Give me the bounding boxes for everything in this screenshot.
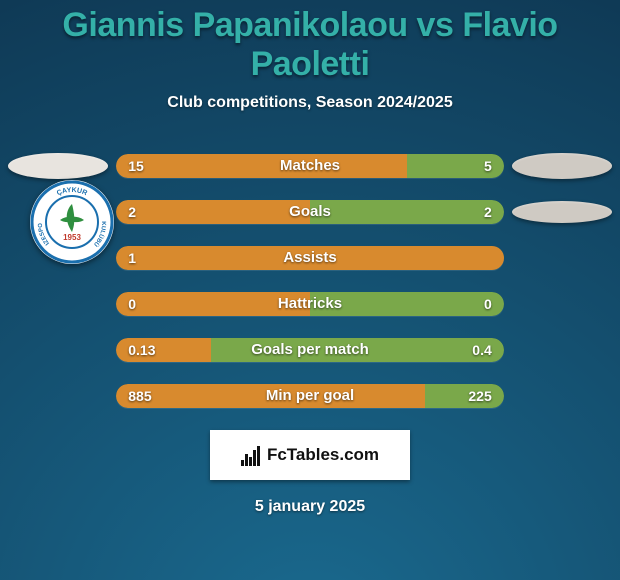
stat-bar: 15 Matches 5 bbox=[116, 154, 504, 178]
row-left-slot bbox=[0, 153, 116, 179]
stat-right-value: 0 bbox=[484, 292, 492, 316]
stat-bar: 1 Assists bbox=[116, 246, 504, 270]
player-ellipse-right-bottom bbox=[512, 201, 612, 223]
player-ellipse-right-top bbox=[512, 153, 612, 179]
stat-row: 0 Hattricks 0 bbox=[0, 292, 620, 316]
infographic-root: Giannis Papanikolaou vs Flavio Paoletti … bbox=[0, 0, 620, 580]
stat-label: Goals per match bbox=[116, 338, 504, 362]
page-subtitle: Club competitions, Season 2024/2025 bbox=[0, 94, 620, 112]
stat-right-value: 2 bbox=[484, 200, 492, 224]
bars-icon bbox=[241, 444, 263, 466]
stat-label: Assists bbox=[116, 246, 504, 270]
stat-bar: 2 Goals 2 bbox=[116, 200, 504, 224]
stat-right-value: 225 bbox=[468, 384, 491, 408]
stat-row: 15 Matches 5 bbox=[0, 154, 620, 178]
svg-text:1953: 1953 bbox=[63, 233, 81, 242]
stat-bar: 0 Hattricks 0 bbox=[116, 292, 504, 316]
row-right-slot bbox=[504, 201, 620, 223]
stat-row: 885 Min per goal 225 bbox=[0, 384, 620, 408]
page-title: Giannis Papanikolaou vs Flavio Paoletti bbox=[0, 0, 620, 84]
date-text: 5 january 2025 bbox=[0, 498, 620, 516]
watermark-text: FcTables.com bbox=[267, 445, 379, 465]
player-ellipse-left bbox=[8, 153, 108, 179]
stat-row: 0.13 Goals per match 0.4 bbox=[0, 338, 620, 362]
watermark-box: FcTables.com bbox=[210, 430, 410, 480]
stat-right-value: 5 bbox=[484, 154, 492, 178]
stat-bar: 885 Min per goal 225 bbox=[116, 384, 504, 408]
stat-bar: 0.13 Goals per match 0.4 bbox=[116, 338, 504, 362]
stat-label: Min per goal bbox=[116, 384, 504, 408]
stat-right-value: 0.4 bbox=[472, 338, 491, 362]
row-right-slot bbox=[504, 153, 620, 179]
stat-label: Goals bbox=[116, 200, 504, 224]
club-logo: ÇAYKUR RIZESPOR KULÜBÜ 1953 bbox=[30, 180, 114, 264]
stat-label: Matches bbox=[116, 154, 504, 178]
club-logo-svg: ÇAYKUR RIZESPOR KULÜBÜ 1953 bbox=[30, 180, 114, 264]
stat-label: Hattricks bbox=[116, 292, 504, 316]
